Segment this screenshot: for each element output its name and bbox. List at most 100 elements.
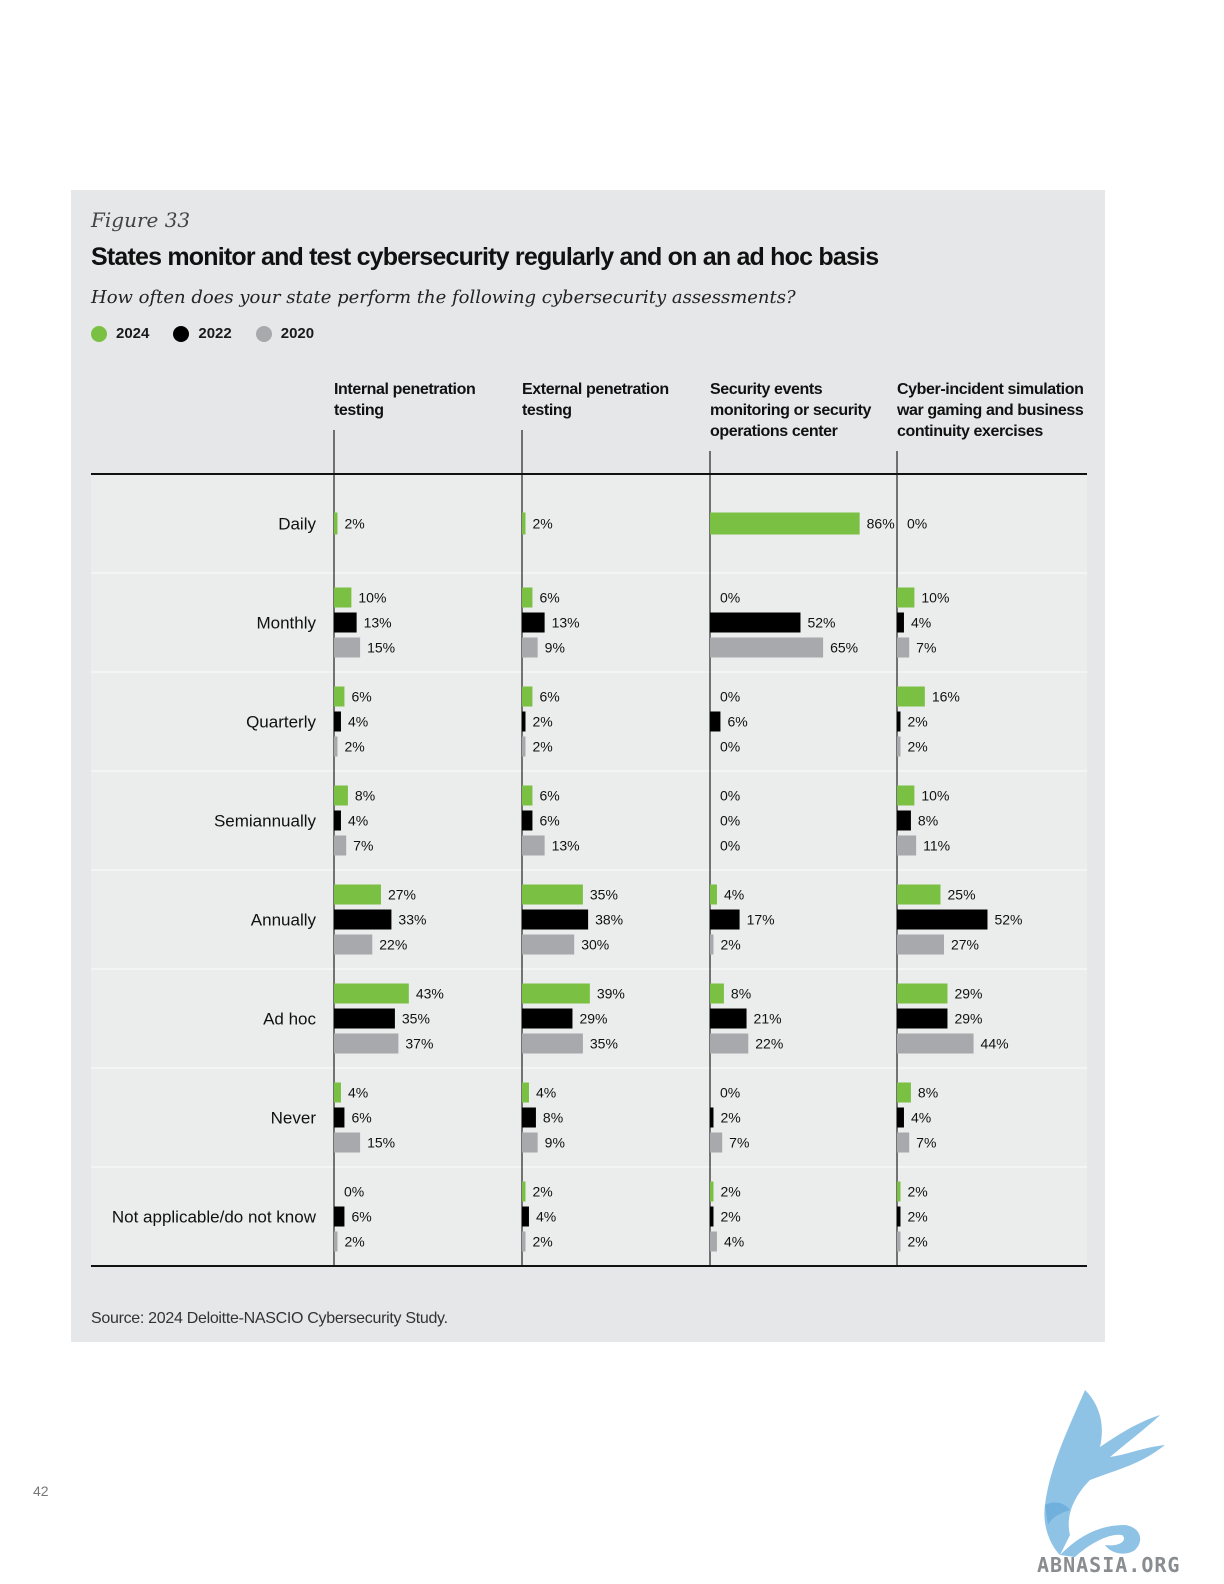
bar-2022 xyxy=(897,711,901,732)
data-label: 4% xyxy=(348,714,368,730)
data-label: 0% xyxy=(720,689,740,705)
data-label: 0% xyxy=(720,788,740,804)
bar-2024 xyxy=(522,983,590,1004)
data-label: 0% xyxy=(720,1085,740,1101)
data-label: 13% xyxy=(364,615,392,631)
bar-2022 xyxy=(710,1107,714,1128)
bar-2022 xyxy=(334,810,341,831)
bar-2020 xyxy=(334,1033,399,1054)
data-label: 9% xyxy=(545,1135,565,1151)
data-label: 6% xyxy=(351,689,371,705)
category-label: Daily xyxy=(278,515,316,534)
data-label: 10% xyxy=(921,788,949,804)
bar-2024 xyxy=(522,884,583,905)
chart-title: States monitor and test cybersecurity re… xyxy=(91,243,879,271)
bar-2020 xyxy=(522,1132,538,1153)
data-label: 2% xyxy=(344,739,364,755)
bar-2024 xyxy=(897,785,915,806)
data-label: 6% xyxy=(351,1110,371,1126)
bar-2020 xyxy=(522,637,538,658)
bar-2024 xyxy=(522,512,526,535)
bar-2020 xyxy=(897,1231,901,1252)
bar-2022 xyxy=(897,1107,904,1128)
data-label: 6% xyxy=(727,714,747,730)
data-label: 15% xyxy=(367,640,395,656)
bar-2020 xyxy=(897,1132,910,1153)
category-label: Not applicable/do not know xyxy=(112,1208,317,1227)
legend-label-2020: 2020 xyxy=(280,325,315,342)
legend-item-2024: 2024 xyxy=(91,325,149,342)
bar-2024 xyxy=(710,1181,714,1202)
bar-2022 xyxy=(334,1008,395,1029)
chart-subtitle: How often does your state perform the fo… xyxy=(91,287,796,308)
data-label: 37% xyxy=(405,1036,433,1052)
data-label: 22% xyxy=(379,937,407,953)
data-label: 4% xyxy=(348,1085,368,1101)
legend-dot-2020 xyxy=(255,325,272,342)
data-label: 4% xyxy=(724,1234,744,1250)
bar-2022 xyxy=(522,909,589,930)
data-label: 2% xyxy=(907,714,927,730)
bar-2024 xyxy=(710,983,724,1004)
bar-2020 xyxy=(522,1231,526,1252)
data-label: 38% xyxy=(595,912,623,928)
data-label: 16% xyxy=(932,689,960,705)
column-header-monitoring: Security events monitoring or security o… xyxy=(710,381,871,440)
bar-2024 xyxy=(522,587,533,608)
data-label: 8% xyxy=(543,1110,563,1126)
data-label: 2% xyxy=(532,516,552,532)
data-label: 7% xyxy=(916,640,936,656)
data-label: 2% xyxy=(907,1234,927,1250)
data-label: 0% xyxy=(907,516,927,532)
data-label: 86% xyxy=(867,516,895,532)
data-label: 6% xyxy=(351,1209,371,1225)
data-label: 6% xyxy=(539,689,559,705)
bar-2020 xyxy=(522,835,545,856)
bar-2024 xyxy=(334,686,345,707)
data-label: 35% xyxy=(590,1036,618,1052)
legend: 2024 2022 2020 xyxy=(91,325,314,342)
data-label: 2% xyxy=(907,1209,927,1225)
legend-item-2022: 2022 xyxy=(173,325,232,342)
bar-2020 xyxy=(897,637,910,658)
data-label: 0% xyxy=(720,813,740,829)
data-label: 8% xyxy=(918,1085,938,1101)
data-label: 4% xyxy=(536,1085,556,1101)
data-label: 13% xyxy=(552,615,580,631)
bar-2024 xyxy=(897,884,941,905)
bar-2020 xyxy=(897,934,944,955)
bar-2022 xyxy=(334,612,357,633)
bar-2024 xyxy=(522,1082,529,1103)
bar-2022 xyxy=(334,1206,345,1227)
bar-2020 xyxy=(522,1033,583,1054)
legend-dot-2022 xyxy=(173,325,190,342)
bar-2024 xyxy=(897,686,925,707)
data-label: 2% xyxy=(344,516,364,532)
data-label: 8% xyxy=(918,813,938,829)
figure-label: Figure 33 xyxy=(91,208,191,232)
data-label: 2% xyxy=(532,1234,552,1250)
data-label: 52% xyxy=(807,615,835,631)
data-label: 2% xyxy=(532,714,552,730)
bar-2022 xyxy=(710,612,801,633)
bar-2022 xyxy=(522,1107,536,1128)
bar-2020 xyxy=(334,835,347,856)
bar-2024 xyxy=(334,884,381,905)
data-label: 35% xyxy=(590,887,618,903)
data-label: 4% xyxy=(536,1209,556,1225)
category-label: Annually xyxy=(251,911,317,930)
bar-2022 xyxy=(710,909,740,930)
griffin-logo-icon xyxy=(1044,1390,1165,1557)
data-label: 15% xyxy=(367,1135,395,1151)
bar-2022 xyxy=(710,711,721,732)
data-label: 33% xyxy=(398,912,426,928)
bar-2024 xyxy=(334,512,338,535)
bar-2022 xyxy=(522,612,545,633)
data-label: 10% xyxy=(358,590,386,606)
bar-2024 xyxy=(334,983,409,1004)
column-header-simulation: Cyber-incident simulation war gaming and… xyxy=(897,381,1084,440)
bar-2024 xyxy=(897,1181,901,1202)
data-label: 6% xyxy=(539,813,559,829)
column-header-external: External penetration testing xyxy=(522,381,669,419)
